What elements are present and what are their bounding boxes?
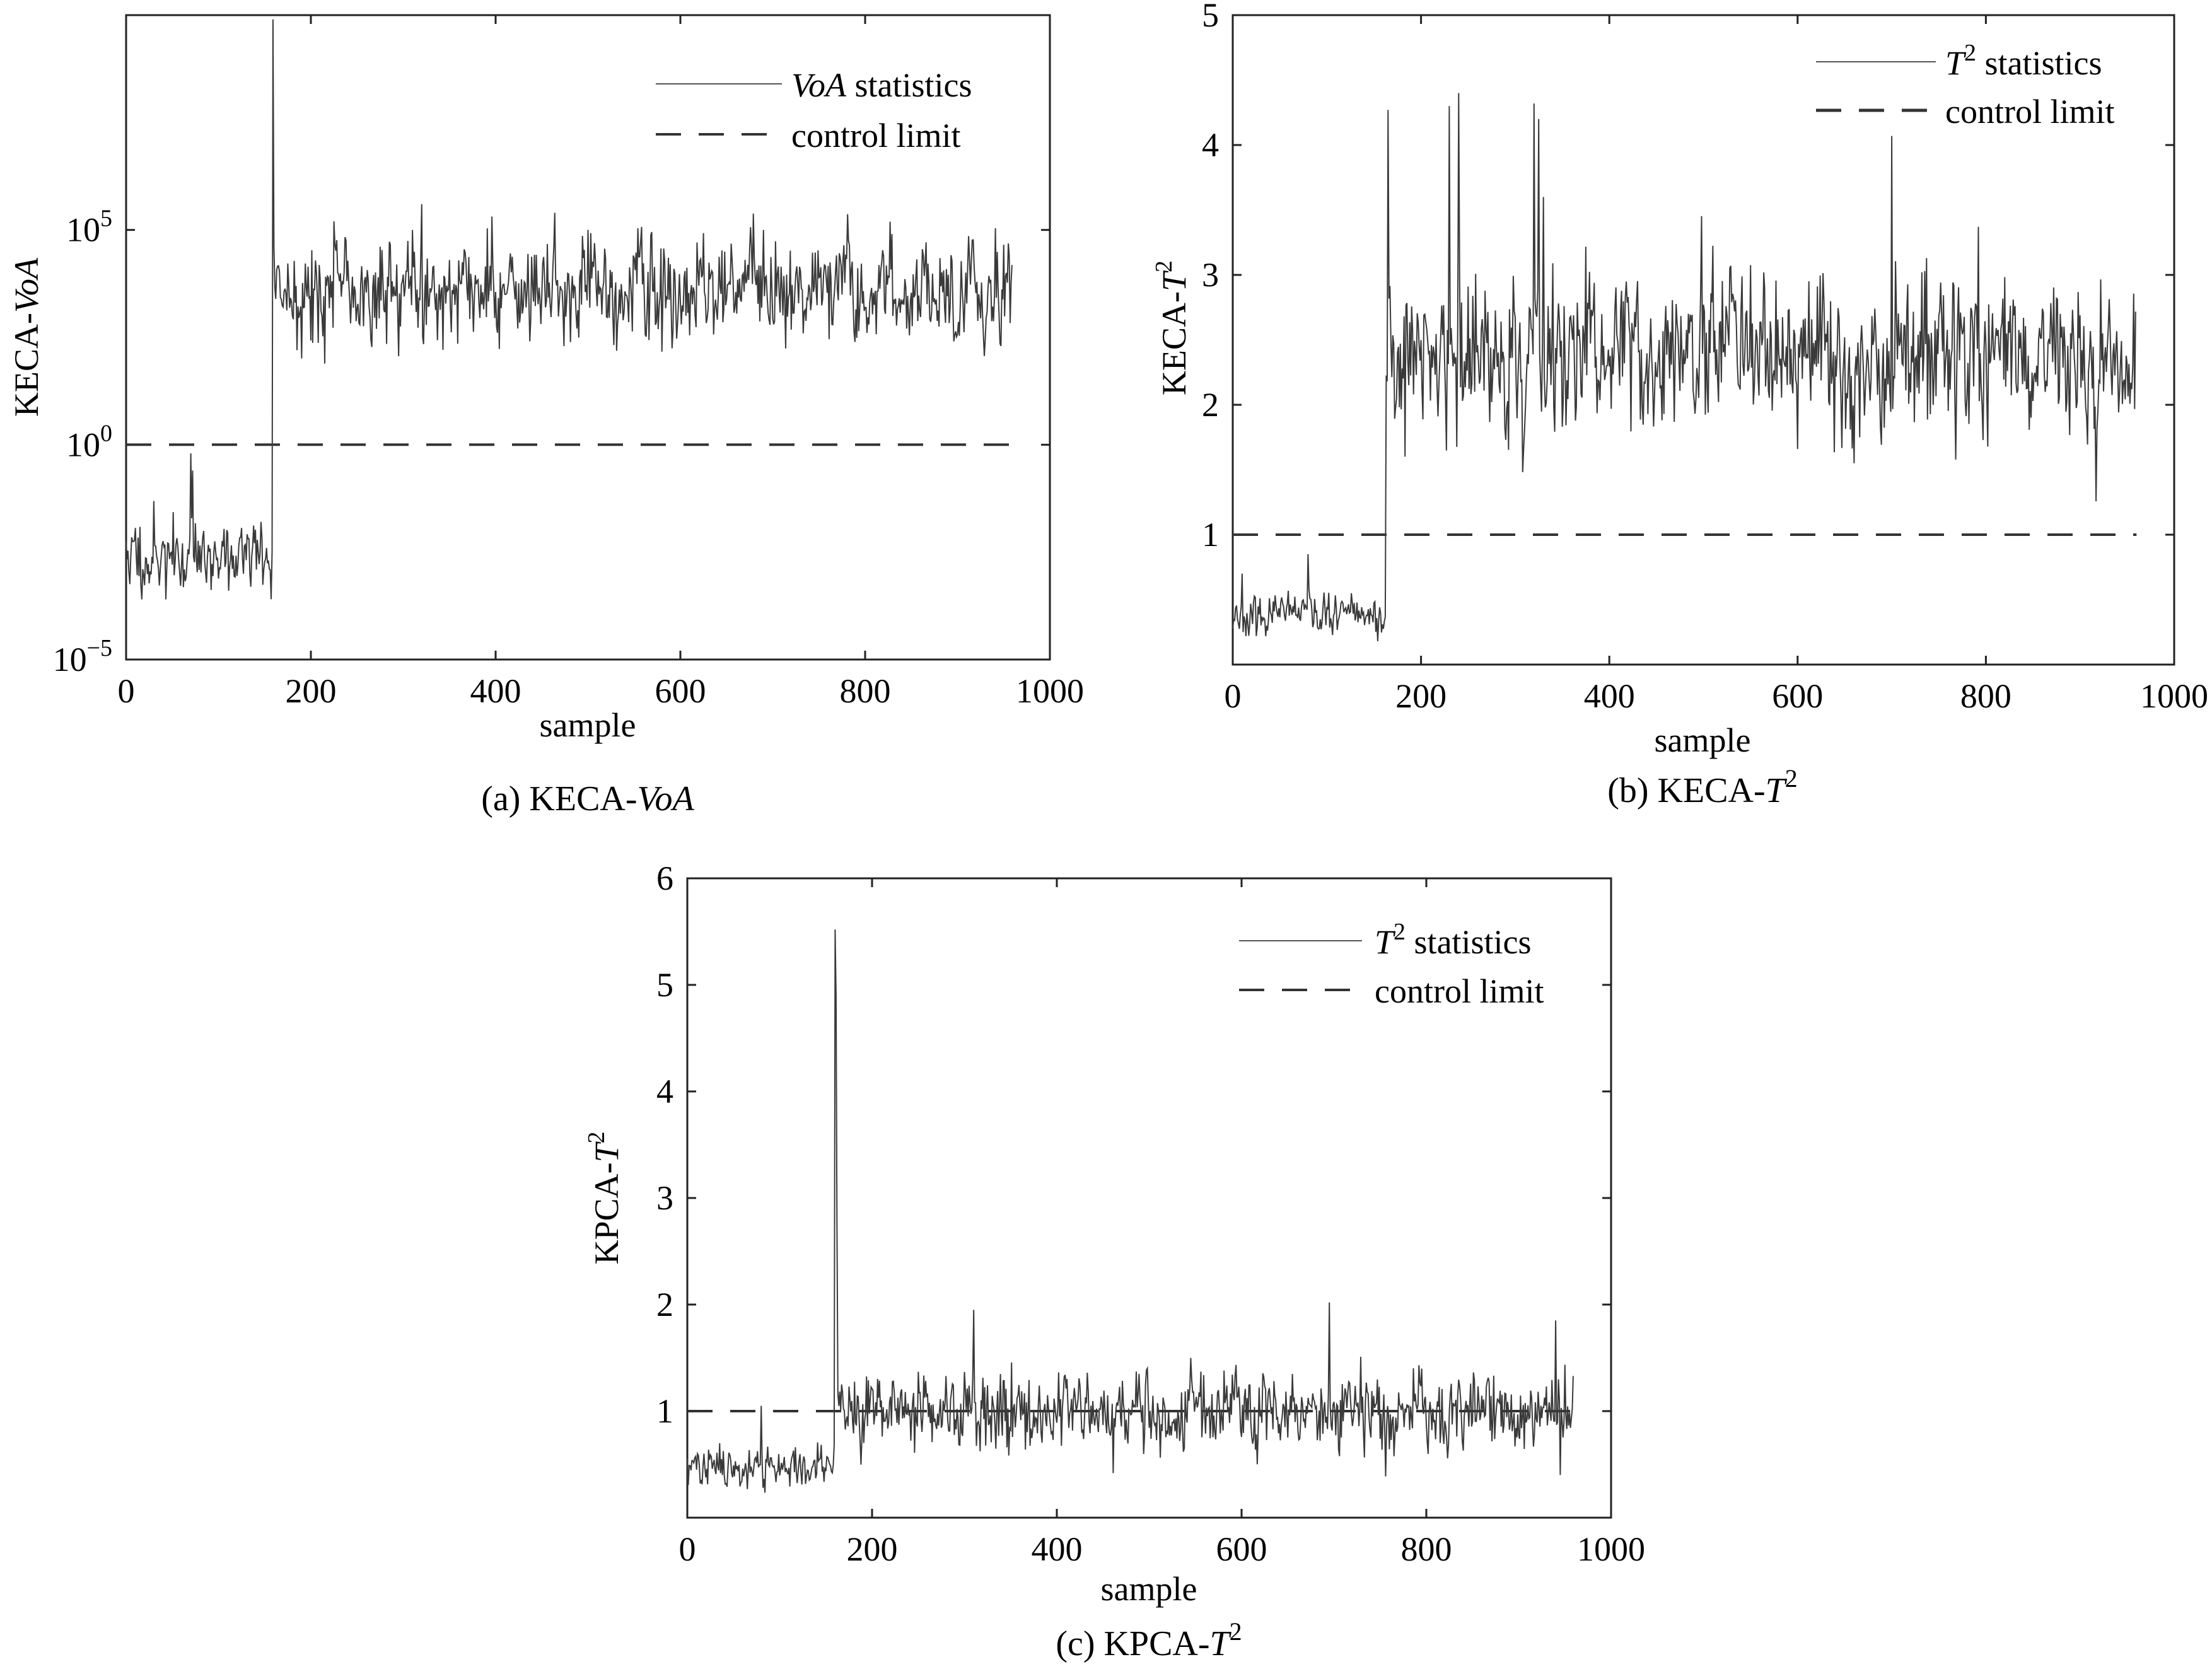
panel-a-x-axis-label: sample [540,706,636,744]
panel-b-t2-statistics-line [1232,93,2136,641]
panel-b-x-ticks: 0 200 400 600 800 1000 [1225,15,2208,715]
y-tick-label: 100 [66,420,112,463]
y-tick-label: 3 [1202,256,1219,294]
panel-a-voa-statistics-line [125,19,1013,600]
panel-b-frame [1231,14,2175,666]
panel-c-x-axis-label: sample [1101,1570,1197,1608]
y-tick-label: 4 [656,1073,673,1110]
x-tick-label: 400 [1584,677,1635,715]
y-tick-label: 5 [1202,0,1219,34]
panel-c-legend-limit-label: control limit [1375,972,1544,1010]
panel-b-legend-stat-label: T2 statistics [1945,40,2102,82]
panel-c-x-ticks: 0 200 400 600 800 1000 [679,878,1645,1568]
x-tick-label: 200 [847,1530,898,1568]
x-tick-label: 0 [118,672,135,710]
x-tick-label: 200 [286,672,337,710]
panel-b-y-axis-label: KECA-T2 [1151,260,1193,395]
panel-b-x-axis-label: sample [1655,721,1751,759]
y-tick-label: 10−5 [53,635,112,678]
panel-c-y-axis-label: KPCA-T2 [583,1131,626,1264]
panel-b-y-ticks: 1 2 3 4 5 [1202,0,2174,554]
panel-c-legend-stat-label: T2 statistics [1375,919,1532,961]
panel-a-y-axis-label: KECA-VoA [8,257,45,417]
y-tick-label: 105 [66,206,112,249]
y-tick-label: 2 [1202,386,1219,424]
y-tick-label: 1 [1202,516,1219,554]
panel-a: 0 200 400 600 800 1000 10−5 100 105 VoA statist… [8,14,1084,818]
x-tick-label: 400 [1032,1530,1083,1568]
y-tick-label: 4 [1202,126,1219,164]
x-tick-label: 800 [840,672,891,710]
y-tick-label: 6 [656,859,673,897]
panel-c-y-ticks: 1 2 3 4 5 6 [656,859,1611,1430]
x-tick-label: 800 [1960,677,2011,715]
panel-c-caption: (c) KPCA-T2 [1056,1617,1242,1663]
x-tick-label: 600 [655,672,706,710]
x-tick-label: 0 [679,1530,696,1568]
y-tick-label: 2 [656,1286,673,1323]
panel-b-caption: (b) KECA-T2 [1607,764,1798,810]
panel-b: 0 200 400 600 800 1000 1 2 3 4 5 T2 statistics co… [1151,0,2208,810]
x-tick-label: 600 [1216,1530,1267,1568]
y-tick-label: 3 [656,1179,673,1217]
x-tick-label: 200 [1395,677,1447,715]
panel-b-legend: T2 statistics control limit [1816,40,2114,131]
x-tick-label: 0 [1225,677,1242,715]
x-tick-label: 600 [1772,677,1823,715]
panel-a-legend-stat-label: VoA statistics [791,66,972,104]
x-tick-label: 1000 [2140,677,2208,715]
x-tick-label: 800 [1401,1530,1452,1568]
y-tick-label: 5 [656,966,673,1004]
x-tick-label: 1000 [1016,672,1084,710]
panel-a-y-ticks: 10−5 100 105 [53,206,1050,678]
panel-a-caption: (a) KECA-VoA [481,779,694,818]
panel-a-x-ticks: 0 200 400 600 800 1000 [118,15,1084,710]
panel-c: 0 200 400 600 800 1000 1 2 3 4 5 6 T2 statistics c… [583,859,1645,1663]
panel-a-frame [125,14,1051,661]
panel-b-legend-limit-label: control limit [1945,93,2114,131]
panel-c-legend: T2 statistics control limit [1239,919,1544,1010]
x-tick-label: 400 [470,672,521,710]
panel-a-legend: VoA statistics control limit [656,66,972,154]
x-tick-label: 1000 [1577,1530,1645,1568]
panel-a-legend-limit-label: control limit [791,117,960,154]
panel-c-t2-statistics-line [687,929,1574,1493]
y-tick-label: 1 [656,1392,673,1430]
